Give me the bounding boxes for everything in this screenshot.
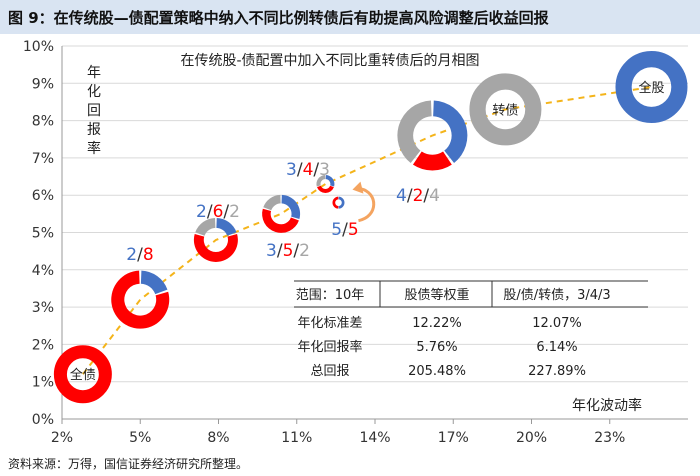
- donut-slice-stock: [615, 51, 688, 124]
- y-axis-title-char: 化: [87, 84, 101, 100]
- y-tick-label: 9%: [32, 76, 54, 92]
- y-tick-label: 6%: [32, 188, 54, 204]
- point-label: 4/2/4: [396, 186, 440, 206]
- donut-slice-cb: [316, 175, 326, 187]
- donut-slice-bond: [412, 151, 452, 171]
- table-header-cell: 股/债/转债，3/4/3: [503, 288, 610, 303]
- donut-slice-bond: [332, 196, 339, 209]
- transition-arrow: [358, 187, 376, 223]
- table-header-cell: 范围：10年: [296, 288, 365, 303]
- y-tick-label: 3%: [32, 300, 54, 316]
- x-tick-label: 23%: [594, 430, 625, 446]
- y-axis-title-char: 回: [87, 103, 101, 119]
- donut-slice-cb: [195, 217, 216, 236]
- y-tick-label: 0%: [32, 412, 54, 428]
- y-tick-label: 1%: [32, 375, 54, 391]
- trend-layer: [82, 86, 652, 375]
- donut-slice-cb: [263, 194, 281, 211]
- donut-center-label: 全债: [70, 367, 96, 383]
- y-axis-title-char: 报: [87, 122, 101, 138]
- figure-title: 图 9：在传统股—债配置策略中纳入不同比例转债后有助提高风险调整后收益回报: [8, 9, 549, 27]
- points-layer: 全债 转债 全股: [53, 51, 688, 404]
- donut-slice-stock: [325, 175, 335, 187]
- y-tick-label: 10%: [23, 39, 54, 55]
- point-label: 3/4/3: [286, 160, 330, 180]
- table-cell: 5.76%: [416, 340, 457, 355]
- point-labels-layer: 2/8 2/6/2 3/5/2 3/4/3 5/5 4/2/4: [126, 160, 440, 265]
- x-tick-label: 8%: [207, 430, 229, 446]
- table-cell: 总回报: [310, 364, 349, 379]
- x-tick-label: 20%: [516, 430, 547, 446]
- table-cell: 12.07%: [532, 316, 582, 331]
- table-cell: 227.89%: [528, 364, 586, 379]
- table-cell: 年化回报率: [297, 339, 362, 355]
- table-cell: 年化标准差: [297, 316, 362, 331]
- y-tick-label: 8%: [32, 114, 54, 130]
- donut-slice-bond: [262, 208, 299, 233]
- x-tick-label: 14%: [359, 430, 390, 446]
- table-cell: 6.14%: [536, 340, 577, 355]
- donut-center-label: 全股: [638, 80, 664, 96]
- y-tick-label: 5%: [32, 226, 54, 242]
- source-note: 资料来源：万得，国信证券经济研究所整理。: [8, 457, 249, 471]
- y-tick-label: 7%: [32, 151, 54, 167]
- y-axis-title: 年化回报率: [87, 65, 101, 157]
- chart-grid: 0% 1% 2% 3% 4% 5% 6% 7% 8% 9% 10% 2% 5% 8% 11% 14% 17% 20…: [23, 39, 688, 446]
- donut-slice-stock: [140, 270, 168, 295]
- point-label: 2/6/2: [196, 202, 240, 222]
- x-tick-label: 17%: [438, 430, 469, 446]
- donut-slice-stock: [281, 194, 301, 219]
- figure-title-bar: 图 9：在传统股—债配置策略中纳入不同比例转债后有助提高风险调整后收益回报: [0, 0, 700, 34]
- trend-line: [82, 86, 652, 375]
- transition-arrow-head: [352, 181, 364, 194]
- x-tick-label: 2%: [51, 430, 73, 446]
- x-tick-label: 11%: [281, 430, 312, 446]
- donut-slice-bond: [111, 270, 170, 329]
- chart: 0% 1% 2% 3% 4% 5% 6% 7% 8% 9% 10% 2% 5% 8% 11% 14% 17% 20…: [23, 39, 688, 446]
- stats-table: 范围：10年 股债等权重 股/债/转债，3/4/3 年化标准差 12.22% 12.07%…: [294, 280, 648, 379]
- x-tick-label: 5%: [129, 430, 151, 446]
- donut-slice-cb: [469, 73, 542, 146]
- donut-center-label: 转债: [492, 103, 518, 118]
- table-header-cell: 股债等权重: [404, 287, 469, 303]
- donut-slice-stock: [433, 100, 468, 163]
- table-cell: 205.48%: [408, 364, 466, 379]
- point-label: 3/5/2: [266, 241, 310, 261]
- x-axis-title: 年化波动率: [572, 397, 642, 414]
- donut-slice-stock: [338, 196, 345, 209]
- donut-slice-bond: [53, 345, 112, 404]
- chart-inner-title: 在传统股-债配置中加入不同比重转债后的月相图: [180, 53, 479, 69]
- y-tick-label: 2%: [32, 337, 54, 353]
- point-label: 2/8: [126, 245, 153, 265]
- donut-slice-bond: [193, 234, 238, 262]
- table-cell: 12.22%: [412, 316, 462, 331]
- point-label: 5/5: [331, 220, 358, 240]
- donut-slice-stock: [216, 217, 237, 236]
- donut-slice-cb: [397, 100, 432, 163]
- y-axis-title-char: 年: [87, 65, 101, 81]
- y-axis-title-char: 率: [87, 140, 101, 157]
- y-tick-label: 4%: [32, 263, 54, 279]
- donut-slice-bond: [317, 185, 334, 194]
